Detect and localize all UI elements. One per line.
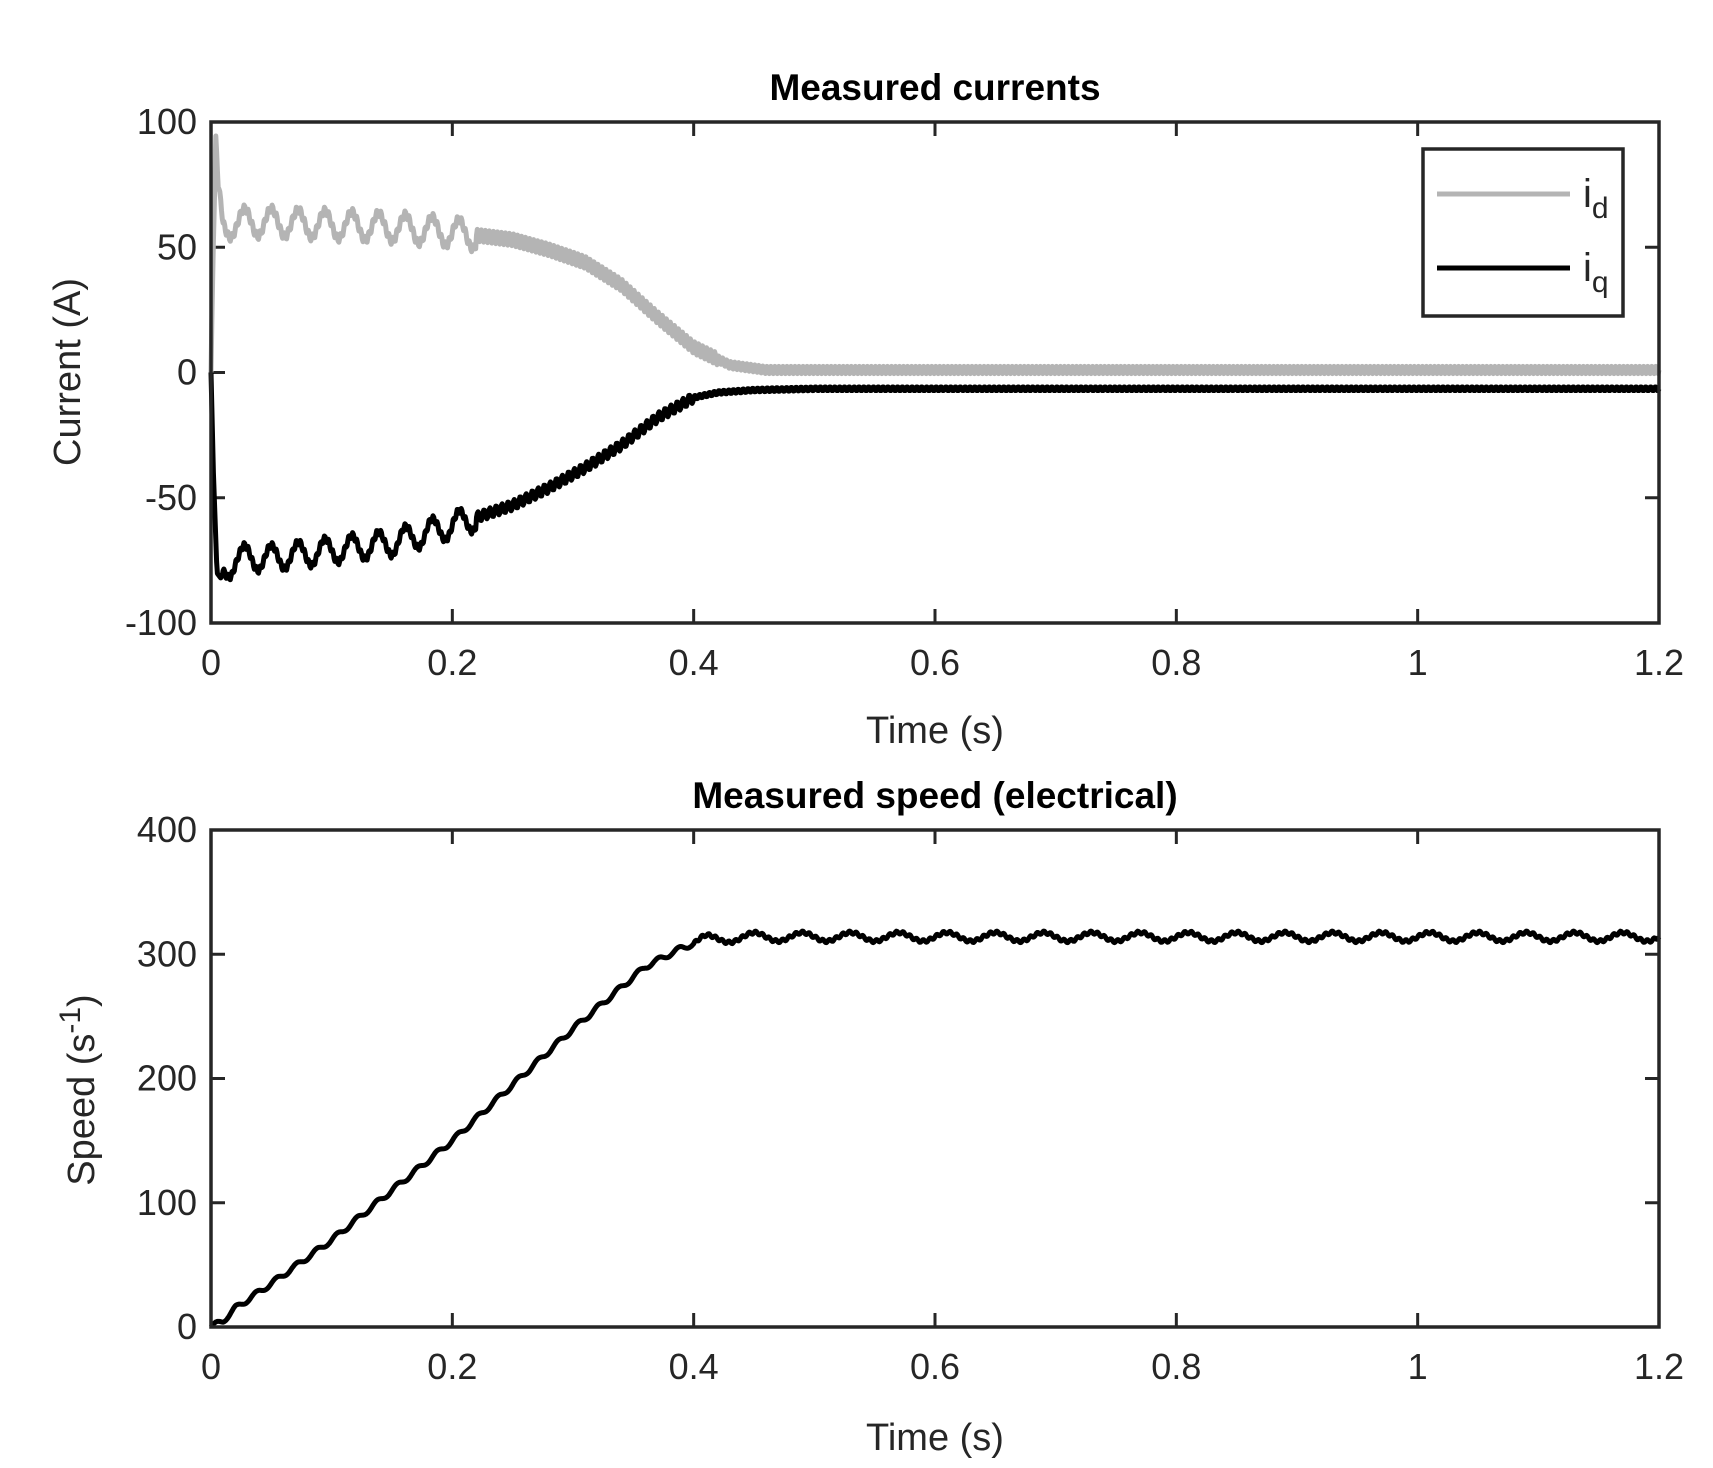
legend-label-iq: iq	[1583, 246, 1609, 299]
series-line-i-q	[208, 372, 1662, 583]
x-tick-label: 0.6	[910, 1346, 960, 1387]
speed-x-axis-label: Time (s)	[866, 1417, 1004, 1459]
y-tick-label: -50	[145, 477, 197, 518]
y-tick-label: 100	[137, 101, 197, 142]
y-tick-label: 300	[137, 933, 197, 974]
currents-plot-frame	[209, 120, 1661, 625]
x-tick-label: 0.8	[1151, 1346, 1201, 1387]
y-tick-label: 200	[137, 1058, 197, 1099]
y-tick-label: 50	[157, 226, 197, 267]
x-tick-label: 1	[1408, 1346, 1428, 1387]
currents-x-axis-label: Time (s)	[866, 710, 1004, 752]
speed-x-ticks: 0 0.2 0.4 0.6 0.8 1 1.2	[201, 830, 1684, 1387]
y-tick-label: 0	[177, 1306, 197, 1347]
speed-series-lines	[209, 928, 1662, 1329]
y-tick-label: 100	[137, 1182, 197, 1223]
series-line-speed	[209, 928, 1662, 1329]
currents-y-axis-label: Current (A)	[47, 278, 89, 466]
x-tick-label: 0	[201, 642, 221, 683]
y-tick-label: -100	[125, 602, 197, 643]
x-tick-label: 0.2	[427, 1346, 477, 1387]
x-tick-label: 1	[1408, 642, 1428, 683]
x-tick-label: 0.4	[669, 1346, 719, 1387]
series-line-i-d	[208, 133, 1662, 377]
x-tick-label: 0.4	[669, 642, 719, 683]
y-tick-label: 0	[177, 352, 197, 393]
currents-chart-title: Measured currents	[769, 67, 1100, 108]
currents-y-ticks: 100 50 0 -50 -100	[125, 101, 1659, 643]
x-tick-label: 0.2	[427, 642, 477, 683]
currents-series-lines	[208, 133, 1662, 583]
x-tick-label: 1.2	[1634, 1346, 1684, 1387]
speed-chart-title: Measured speed (electrical)	[692, 775, 1177, 816]
x-tick-label: 0	[201, 1346, 221, 1387]
currents-subplot: Measured currents Current (A) Time (s) 1…	[47, 67, 1684, 752]
y-tick-label: 400	[137, 809, 197, 850]
legend-label-id: id	[1583, 172, 1609, 225]
legend-box	[1421, 147, 1625, 318]
speed-subplot: Measured speed (electrical) Speed (s-1) …	[54, 775, 1684, 1459]
currents-x-ticks: 0 0.2 0.4 0.6 0.8 1 1.2	[201, 122, 1684, 683]
x-tick-label: 1.2	[1634, 642, 1684, 683]
speed-plot-frame	[209, 828, 1661, 1329]
x-tick-label: 0.8	[1151, 642, 1201, 683]
x-tick-label: 0.6	[910, 642, 960, 683]
currents-legend: id iq	[1421, 147, 1625, 318]
speed-y-axis-label: Speed (s-1)	[54, 994, 103, 1185]
speed-y-ticks: 400 300 200 100 0	[137, 809, 1659, 1347]
